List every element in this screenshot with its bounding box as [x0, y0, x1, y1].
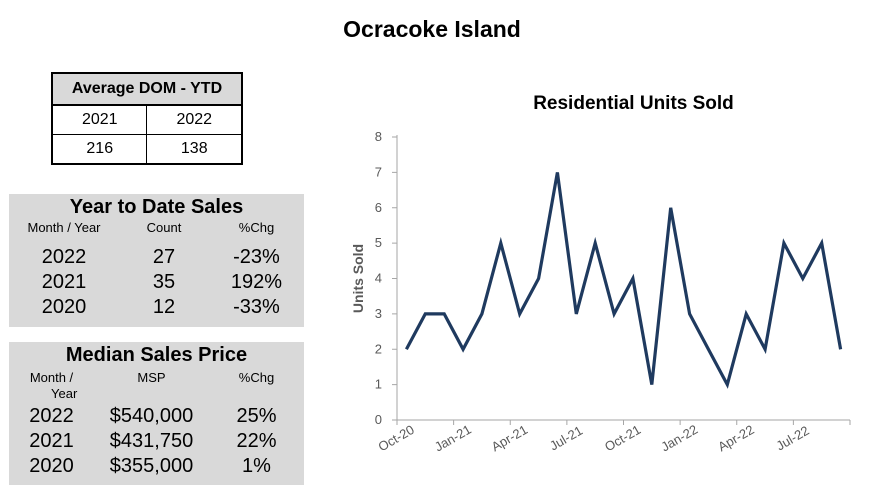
table-row: 2020 12 -33% — [9, 296, 304, 321]
table-row: 2022 $540,000 25% — [9, 405, 304, 430]
dom-year-2021: 2021 — [51, 105, 148, 135]
median-price-headers: Month / Year MSP %Chg — [9, 368, 304, 402]
msp-price: $431,750 — [109, 430, 194, 452]
y-tick-label: 0 — [375, 412, 382, 427]
ytd-sales-title: Year to Date Sales — [69, 196, 244, 218]
dom-year-2022: 2022 — [146, 105, 244, 135]
table-row: 2021 $431,750 22% — [9, 430, 304, 455]
ytd-chg: -23% — [233, 246, 280, 268]
x-tick-label: Jan-21 — [432, 422, 474, 455]
ytd-year: 2022 — [41, 246, 87, 268]
msp-price: $355,000 — [109, 455, 194, 477]
ytd-count: 27 — [152, 246, 176, 268]
msp-header-msp: MSP — [137, 370, 166, 385]
msp-header-month: Month / — [29, 370, 74, 385]
y-tick-label: 1 — [375, 377, 382, 392]
y-tick-label: 7 — [375, 164, 382, 179]
ytd-chg: 192% — [230, 271, 283, 293]
dom-value-2021: 216 — [51, 134, 148, 165]
x-tick-label: Apr-22 — [715, 422, 756, 455]
ytd-year: 2020 — [41, 296, 87, 318]
y-tick-label: 4 — [375, 271, 382, 286]
y-tick-label: 2 — [375, 341, 382, 356]
x-tick-label: Jul-22 — [773, 423, 811, 454]
x-tick-label: Apr-21 — [489, 422, 530, 455]
y-axis-label: Units Sold — [350, 244, 366, 313]
series-line — [404, 172, 843, 389]
msp-chg: 22% — [236, 430, 277, 452]
x-tick-label: Jul-21 — [547, 423, 585, 454]
table-row: 2021 35 192% — [9, 271, 304, 296]
page-title: Ocracoke Island — [343, 16, 521, 42]
msp-header-month-year: Month / Year — [9, 370, 94, 402]
ytd-header-month-year: Month / Year — [27, 220, 101, 235]
ytd-year: 2021 — [41, 271, 87, 293]
median-price-title: Median Sales Price — [65, 344, 248, 366]
chart-title: Residential Units Sold — [533, 93, 734, 114]
y-tick-label: 8 — [375, 129, 382, 144]
x-tick-label: Oct-21 — [602, 422, 643, 454]
y-tick-label: 3 — [375, 306, 382, 321]
ytd-chg: -33% — [233, 296, 280, 318]
ytd-count: 35 — [152, 271, 176, 293]
median-price-panel: Median Sales Price Month / Year MSP %Chg… — [9, 342, 304, 485]
msp-price: $540,000 — [109, 405, 194, 427]
msp-year: 2020 — [29, 455, 74, 477]
units-sold-chart: Residential Units Sold Units Sold 0 1 2 3 4 5 6 7… — [350, 93, 851, 455]
ytd-header-chg: %Chg — [238, 220, 275, 235]
ytd-header-count: Count — [146, 220, 182, 235]
table-row: 2020 $355,000 1% — [9, 455, 304, 480]
msp-year: 2021 — [29, 430, 74, 452]
y-tick-label: 6 — [375, 200, 382, 215]
avg-dom-title: Average DOM - YTD — [51, 72, 243, 106]
avg-dom-table: Average DOM - YTD 2021 2022 216 138 — [51, 72, 244, 165]
x-tick-label: Jan-22 — [658, 422, 700, 455]
msp-header-year: Year — [51, 386, 78, 401]
y-tick-label: 5 — [375, 235, 382, 250]
ytd-sales-headers: Month / Year Count %Chg — [9, 220, 304, 236]
msp-chg: 25% — [236, 405, 277, 427]
msp-year: 2022 — [29, 405, 74, 427]
ytd-sales-panel: Year to Date Sales Month / Year Count %C… — [9, 194, 304, 327]
ytd-count: 12 — [152, 296, 176, 318]
msp-header-chg: %Chg — [238, 370, 275, 385]
table-row: 2022 27 -23% — [9, 246, 304, 271]
msp-chg: 1% — [242, 455, 271, 477]
dom-value-2022: 138 — [146, 134, 244, 165]
